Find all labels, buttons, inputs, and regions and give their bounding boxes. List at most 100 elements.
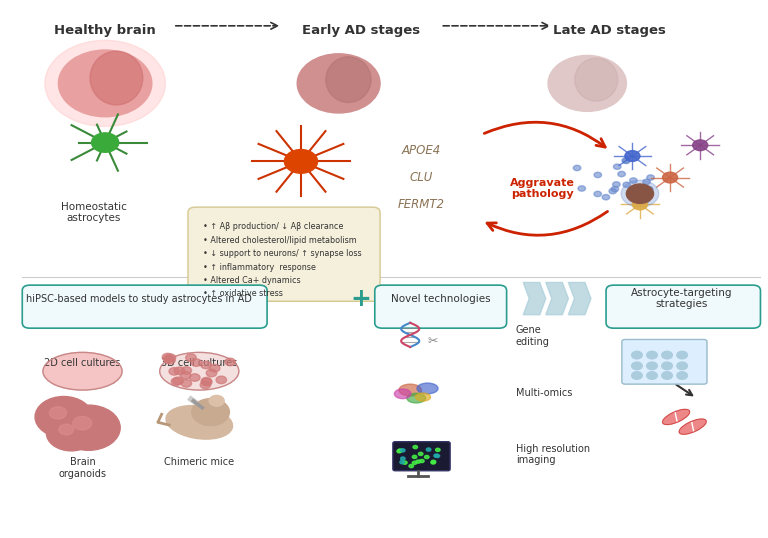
Circle shape [622, 158, 630, 163]
Ellipse shape [415, 393, 431, 401]
Circle shape [46, 415, 96, 451]
Text: Brain
organoids: Brain organoids [58, 457, 107, 479]
Circle shape [631, 372, 642, 379]
Circle shape [171, 378, 182, 385]
Circle shape [435, 454, 439, 457]
Circle shape [677, 372, 687, 379]
Text: FERMT2: FERMT2 [398, 198, 445, 211]
FancyBboxPatch shape [22, 285, 267, 328]
Text: CLU: CLU [410, 171, 433, 184]
Circle shape [173, 377, 184, 385]
Circle shape [200, 361, 211, 369]
Circle shape [647, 175, 654, 180]
Text: Gene
editing: Gene editing [515, 325, 550, 347]
Circle shape [225, 358, 236, 366]
Polygon shape [523, 282, 546, 315]
Text: Astrocyte-targeting
strategies: Astrocyte-targeting strategies [631, 288, 732, 309]
Circle shape [623, 182, 631, 187]
Circle shape [594, 172, 601, 178]
Circle shape [397, 450, 402, 453]
Polygon shape [568, 282, 591, 315]
Circle shape [284, 150, 317, 173]
Circle shape [180, 371, 190, 379]
Circle shape [169, 367, 180, 375]
Text: Aggravate
pathology: Aggravate pathology [510, 178, 574, 199]
Circle shape [186, 354, 197, 362]
Circle shape [630, 178, 637, 183]
Circle shape [73, 416, 91, 430]
Ellipse shape [90, 51, 143, 105]
Circle shape [400, 461, 405, 464]
Ellipse shape [395, 389, 411, 399]
Circle shape [643, 179, 650, 185]
Circle shape [201, 377, 212, 385]
Circle shape [413, 445, 418, 449]
Circle shape [181, 367, 191, 374]
Circle shape [426, 448, 431, 451]
Ellipse shape [574, 58, 617, 101]
Circle shape [617, 171, 625, 176]
Circle shape [435, 448, 440, 451]
Circle shape [190, 374, 200, 381]
Text: Chimeric mice: Chimeric mice [164, 457, 234, 468]
Circle shape [431, 461, 435, 464]
Circle shape [611, 187, 619, 192]
Circle shape [49, 407, 67, 419]
Circle shape [614, 164, 621, 169]
Circle shape [210, 364, 220, 372]
Circle shape [216, 376, 227, 384]
Circle shape [631, 362, 642, 370]
Circle shape [162, 353, 173, 361]
Text: • Altered Ca+ dynamics: • Altered Ca+ dynamics [203, 276, 301, 285]
Circle shape [647, 372, 657, 379]
Circle shape [57, 405, 120, 450]
Circle shape [613, 182, 620, 187]
Text: Late AD stages: Late AD stages [554, 24, 667, 37]
Text: Healthy brain: Healthy brain [55, 24, 156, 37]
Text: Multi-omics: Multi-omics [515, 388, 572, 398]
Circle shape [662, 372, 672, 379]
Circle shape [201, 378, 212, 386]
Circle shape [419, 452, 423, 456]
Circle shape [35, 397, 92, 437]
Ellipse shape [326, 57, 371, 103]
Circle shape [578, 186, 585, 191]
Circle shape [627, 184, 654, 203]
Circle shape [59, 424, 74, 435]
Circle shape [412, 461, 417, 464]
Circle shape [677, 351, 687, 359]
FancyBboxPatch shape [393, 442, 450, 471]
Ellipse shape [43, 352, 122, 390]
Circle shape [431, 460, 435, 463]
Circle shape [677, 362, 687, 370]
Circle shape [401, 457, 405, 460]
Circle shape [207, 369, 217, 377]
Circle shape [662, 362, 672, 370]
Circle shape [641, 198, 649, 203]
Text: ✂: ✂ [428, 335, 438, 348]
Circle shape [209, 395, 224, 406]
FancyBboxPatch shape [622, 339, 707, 384]
Ellipse shape [166, 406, 233, 439]
Ellipse shape [160, 352, 239, 390]
Text: hiPSC-based models to study astrocytes in AD: hiPSC-based models to study astrocytes i… [26, 294, 252, 303]
Text: • ↑ Aβ production/ ↓ Aβ clearance: • ↑ Aβ production/ ↓ Aβ clearance [203, 222, 343, 231]
Circle shape [621, 180, 659, 207]
Circle shape [548, 55, 627, 111]
Ellipse shape [679, 419, 707, 434]
Circle shape [663, 172, 677, 183]
Text: Early AD stages: Early AD stages [302, 24, 420, 37]
Text: • Altered cholesterol/lipid metabolism: • Altered cholesterol/lipid metabolism [203, 236, 357, 245]
Text: • ↓ support to neurons/ ↑ synapse loss: • ↓ support to neurons/ ↑ synapse loss [203, 249, 362, 258]
FancyBboxPatch shape [375, 285, 507, 328]
Circle shape [419, 459, 424, 463]
Circle shape [191, 359, 202, 366]
Circle shape [200, 381, 210, 388]
Circle shape [434, 454, 439, 457]
Circle shape [632, 199, 647, 210]
Circle shape [645, 187, 653, 192]
Circle shape [602, 194, 610, 200]
Circle shape [181, 380, 191, 387]
Circle shape [412, 455, 417, 458]
Text: 3D cell cultures: 3D cell cultures [161, 358, 237, 368]
